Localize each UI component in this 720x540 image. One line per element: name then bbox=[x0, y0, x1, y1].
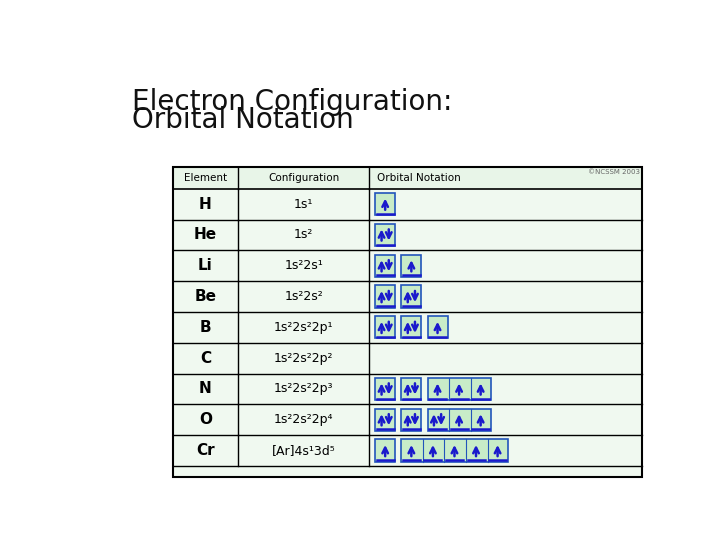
Text: Orbital Notation: Orbital Notation bbox=[132, 106, 354, 133]
Text: 1s²2s²2p⁴: 1s²2s²2p⁴ bbox=[274, 413, 333, 426]
Text: Electron Configuration:: Electron Configuration: bbox=[132, 88, 452, 116]
Bar bbox=[173, 167, 642, 477]
Bar bbox=[375, 224, 395, 246]
Text: 1s¹: 1s¹ bbox=[294, 198, 313, 211]
Text: ©NCSSM 2003: ©NCSSM 2003 bbox=[588, 168, 640, 175]
Text: Orbital Notation: Orbital Notation bbox=[377, 173, 461, 183]
Text: H: H bbox=[199, 197, 212, 212]
Bar bbox=[375, 409, 395, 431]
Text: O: O bbox=[199, 412, 212, 427]
Bar bbox=[173, 167, 642, 477]
Text: [Ar]4s¹3d⁵: [Ar]4s¹3d⁵ bbox=[271, 444, 336, 457]
Text: C: C bbox=[200, 350, 211, 366]
Bar bbox=[375, 378, 395, 400]
Bar bbox=[375, 316, 395, 339]
Bar bbox=[173, 167, 642, 189]
Text: Configuration: Configuration bbox=[268, 173, 339, 183]
Bar bbox=[401, 255, 421, 277]
Text: Cr: Cr bbox=[196, 443, 215, 458]
Text: Be: Be bbox=[194, 289, 217, 304]
Bar bbox=[428, 409, 490, 431]
Bar bbox=[401, 378, 421, 400]
Bar bbox=[401, 316, 421, 339]
Text: 1s²2s²2p³: 1s²2s²2p³ bbox=[274, 382, 333, 395]
Bar bbox=[401, 440, 508, 462]
Text: Element: Element bbox=[184, 173, 227, 183]
Text: 1s²2s²2p¹: 1s²2s²2p¹ bbox=[274, 321, 333, 334]
Bar bbox=[375, 440, 395, 462]
Bar bbox=[401, 409, 421, 431]
Text: B: B bbox=[199, 320, 211, 335]
Text: 1s²2s¹: 1s²2s¹ bbox=[284, 259, 323, 272]
Text: 1s²: 1s² bbox=[294, 228, 313, 241]
Bar bbox=[375, 286, 395, 308]
Text: He: He bbox=[194, 227, 217, 242]
Bar bbox=[375, 255, 395, 277]
Text: 1s²2s²: 1s²2s² bbox=[284, 290, 323, 303]
Text: Li: Li bbox=[198, 258, 212, 273]
Bar bbox=[401, 286, 421, 308]
Bar bbox=[428, 378, 490, 400]
Text: 1s²2s²2p²: 1s²2s²2p² bbox=[274, 352, 333, 365]
Text: N: N bbox=[199, 381, 212, 396]
Bar bbox=[375, 193, 395, 215]
Bar bbox=[428, 316, 448, 339]
